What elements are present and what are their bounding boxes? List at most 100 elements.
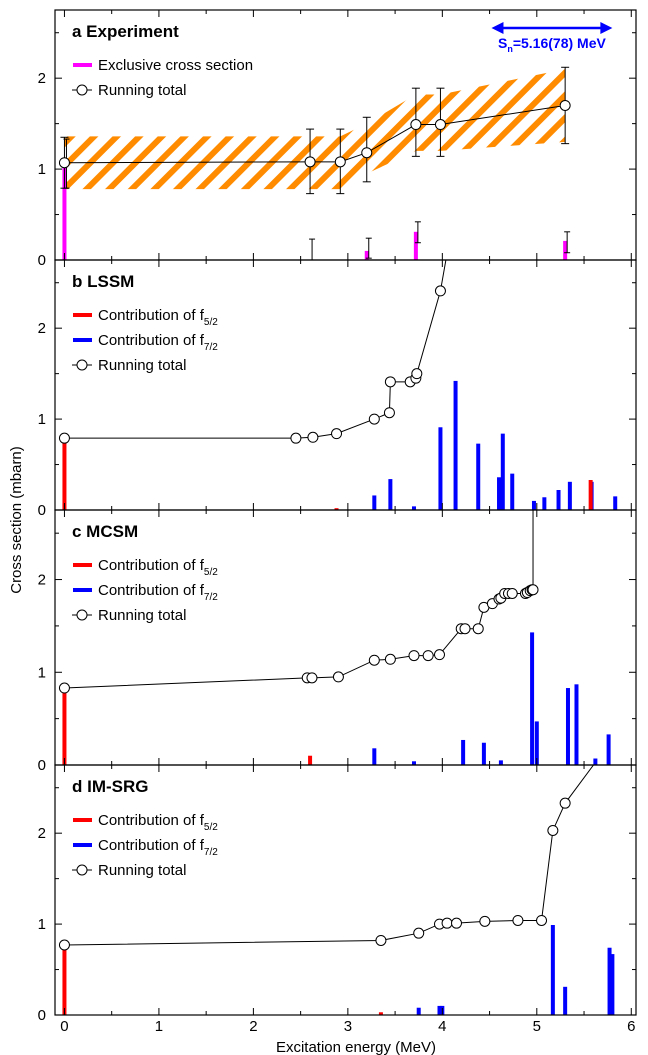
legend-color-sample	[73, 338, 92, 342]
y-axis-label: Cross section (mbarn)	[8, 446, 25, 594]
running-total-point	[384, 653, 396, 665]
f72-bar	[565, 688, 570, 765]
legend-subscript: 5/2	[204, 317, 218, 328]
x-tick-label: 6	[627, 1018, 635, 1035]
sn-label-sub: n	[507, 44, 513, 54]
legend-circle-sample	[76, 609, 88, 621]
y-tick-label: 2	[38, 825, 46, 842]
legend-label: Exclusive cross section	[98, 57, 253, 74]
panel-title: c MCSM	[72, 522, 138, 541]
running-total-point	[304, 156, 316, 168]
x-tick-label: 4	[438, 1018, 446, 1035]
running-total-point	[306, 672, 318, 684]
running-total-point	[368, 413, 380, 425]
f72-bar	[476, 443, 481, 510]
y-tick-label: 2	[38, 70, 46, 87]
f52-bar	[378, 1012, 383, 1015]
y-tick-label: 1	[38, 411, 46, 428]
f72-bar	[563, 986, 568, 1015]
legend-color-sample	[73, 588, 92, 592]
running-total-point	[411, 368, 423, 380]
sn-label-main: S	[498, 35, 507, 51]
sn-label: Sn=5.16(78) MeV	[498, 35, 607, 54]
exclusive-bar	[413, 231, 418, 260]
running-total-point	[58, 682, 70, 694]
legend-color-sample	[73, 63, 92, 67]
legend-label: Running total	[98, 82, 186, 99]
f72-bar	[437, 1005, 442, 1015]
f52-bar	[62, 945, 67, 1015]
running-total-point	[512, 914, 524, 926]
x-tick-label: 3	[344, 1018, 352, 1035]
x-tick-label: 0	[60, 1018, 68, 1035]
f72-bar	[534, 721, 539, 765]
f72-bar	[461, 739, 466, 765]
f72-bar	[607, 947, 612, 1015]
running-total-point	[58, 432, 70, 444]
legend-subscript: 7/2	[204, 847, 218, 858]
panel-title: a Experiment	[72, 22, 179, 41]
running-total-point	[451, 917, 463, 929]
f52-bar	[62, 438, 67, 510]
exclusive-bar	[364, 250, 369, 260]
running-total-point	[472, 623, 484, 635]
plot-area-d	[58, 765, 615, 1015]
sn-label-tail: =5.16(78) MeV	[513, 35, 607, 51]
running-total-point	[408, 650, 420, 662]
f72-bar	[416, 1007, 421, 1015]
panel-frame-b	[54, 259, 637, 511]
legend-label: Contribution of f7/2	[98, 332, 218, 353]
running-total-point	[422, 650, 434, 662]
f72-bar	[593, 758, 598, 765]
f72-bar	[567, 481, 572, 510]
legend-subscript: 5/2	[204, 822, 218, 833]
legend-circle-sample	[76, 84, 88, 96]
x-tick-label: 1	[155, 1018, 163, 1035]
x-tick-label: 5	[533, 1018, 541, 1035]
legend-color-sample	[73, 313, 92, 317]
f72-bar	[500, 433, 505, 510]
exclusive-bar	[563, 240, 568, 260]
panel-title: d IM-SRG	[72, 777, 149, 796]
y-tick-label: 0	[38, 252, 46, 269]
legend-a: Exclusive cross section Running total	[72, 57, 253, 99]
exclusive-bar	[62, 163, 67, 260]
y-tick-label: 2	[38, 320, 46, 337]
legend-label: Contribution of f7/2	[98, 582, 218, 603]
legend-d: Contribution of f5/2 Contribution of f7/2…	[72, 812, 218, 879]
f72-bar	[542, 497, 547, 510]
running-total-point	[434, 119, 446, 131]
f72-bar	[411, 761, 416, 765]
legend-subscript: 7/2	[204, 592, 218, 603]
running-total-point	[58, 157, 70, 169]
plot-area-c	[58, 510, 611, 765]
plot-area-a	[58, 66, 571, 260]
sn-arrow-right-head	[600, 22, 613, 34]
f72-bar	[411, 506, 416, 510]
f52-bar	[62, 688, 67, 765]
f72-bar	[556, 490, 561, 510]
f72-bar	[550, 925, 555, 1015]
sn-arrow-left-head	[491, 22, 504, 34]
legend-color-sample	[73, 818, 92, 822]
running-total-point	[383, 407, 395, 419]
legend-circle-sample	[76, 359, 88, 371]
f72-bar	[372, 748, 377, 765]
legend-b: Contribution of f5/2 Contribution of f7/2…	[72, 307, 218, 374]
legend-subscript: 7/2	[204, 342, 218, 353]
x-tick-label: 2	[249, 1018, 257, 1035]
legend-circle-sample	[76, 864, 88, 876]
y-tick-label: 1	[38, 161, 46, 178]
f72-bar	[497, 477, 502, 510]
f52-bar	[308, 755, 313, 765]
axes-b: 0 1 2	[38, 260, 636, 519]
running-total-point	[290, 432, 302, 444]
running-total-point	[441, 917, 453, 929]
f72-bar	[574, 684, 579, 765]
running-total-point	[527, 584, 539, 596]
running-total-point	[307, 431, 319, 443]
axes-c: 0 1 2	[38, 510, 636, 774]
